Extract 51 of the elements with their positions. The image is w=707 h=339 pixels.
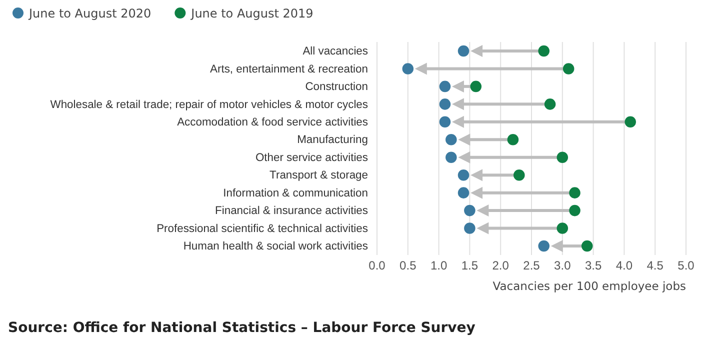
point xyxy=(507,134,519,146)
y-tick-label: Human health & social work activities xyxy=(183,240,368,253)
x-tick-label: 0.0 xyxy=(368,258,386,273)
y-tick-label: Professional scientific & technical activities xyxy=(156,222,368,235)
legend-label: June to August 2020 xyxy=(28,6,152,20)
point xyxy=(562,63,574,74)
point xyxy=(458,45,470,57)
point xyxy=(538,240,550,252)
x-tick-label: 0.5 xyxy=(400,258,417,273)
x-tick-label: 3.0 xyxy=(554,258,572,273)
point xyxy=(464,204,476,216)
x-tick-label: 4.0 xyxy=(616,258,633,273)
point xyxy=(464,222,476,234)
point xyxy=(544,98,556,110)
y-tick-label: Wholesale & retail trade; repair of motor vehicles & motor cycles xyxy=(50,98,368,111)
x-tick-label: 2.0 xyxy=(492,258,510,273)
legend-label: June to August 2019 xyxy=(190,6,314,20)
source-note: Source: Office for National Statistics – Labour Force Survey xyxy=(8,320,476,336)
point xyxy=(446,152,457,163)
point xyxy=(624,116,636,128)
point xyxy=(458,169,470,181)
point xyxy=(439,98,451,110)
y-tick-label: Manufacturing xyxy=(297,134,368,146)
point xyxy=(470,80,482,92)
point xyxy=(439,80,451,92)
y-tick-label: All vacancies xyxy=(302,46,368,58)
point xyxy=(556,152,568,163)
point xyxy=(569,204,580,216)
y-tick-label: Financial & insurance activities xyxy=(215,205,368,218)
y-tick-label: Arts, entertainment & recreation xyxy=(210,63,368,76)
x-axis-title: Vacancies per 100 employee jobs xyxy=(492,279,686,293)
x-tick-label: 2.5 xyxy=(523,258,540,273)
y-tick-label: Transport & storage xyxy=(270,170,368,182)
y-tick-label: Information & communication xyxy=(223,187,368,200)
point xyxy=(439,116,451,128)
point xyxy=(514,169,525,181)
x-tick-label: 3.5 xyxy=(584,258,602,273)
point xyxy=(538,45,550,57)
point xyxy=(402,63,414,74)
y-tick-label: Accomodation & food service activities xyxy=(177,116,368,128)
y-tick-label: Construction xyxy=(305,81,368,94)
x-tick-label: 1.0 xyxy=(430,258,448,273)
point xyxy=(569,187,580,198)
point xyxy=(458,187,470,198)
point xyxy=(581,240,593,252)
y-tick-label: Other service activities xyxy=(255,152,368,164)
x-tick-label: 5.0 xyxy=(678,258,695,273)
x-tick-label: 4.5 xyxy=(646,258,664,273)
point xyxy=(556,222,568,234)
x-tick-label: 1.5 xyxy=(461,258,478,273)
point xyxy=(446,134,457,146)
